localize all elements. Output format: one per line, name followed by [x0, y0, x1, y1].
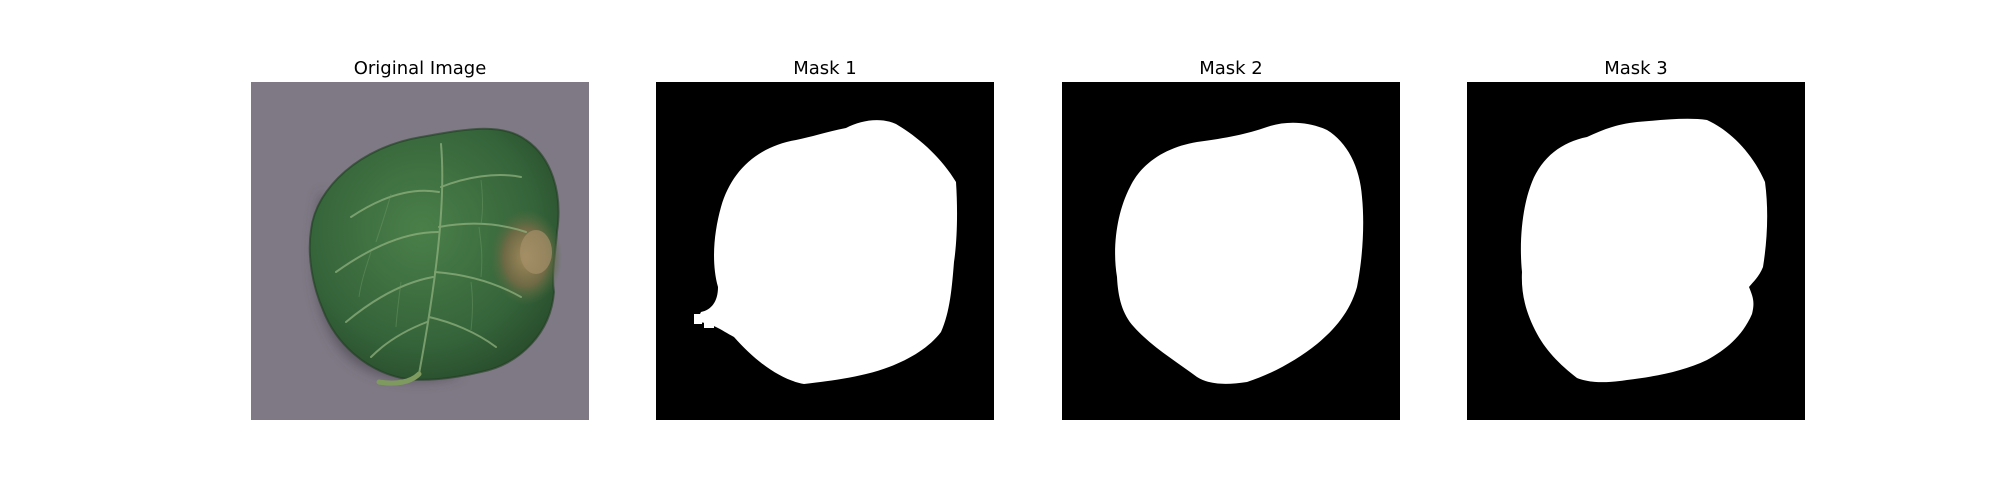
- original-image-panel: Original Image: [251, 56, 589, 420]
- mask-3-panel: Mask 3: [1467, 56, 1805, 420]
- panel-title-original-image: Original Image: [353, 58, 487, 79]
- original-leaf-photo: [251, 82, 589, 420]
- mask-2-image: [1062, 82, 1400, 420]
- panel-title-mask-3: Mask 3: [1604, 58, 1668, 79]
- mask-1-image: [656, 82, 994, 420]
- mask-2-panel: Mask 2: [1062, 56, 1400, 420]
- panel-title-mask-2: Mask 2: [1199, 58, 1263, 79]
- mask-3-image: [1467, 82, 1805, 420]
- mask-1-panel: Mask 1: [656, 56, 994, 420]
- panel-title-mask-1: Mask 1: [793, 58, 857, 79]
